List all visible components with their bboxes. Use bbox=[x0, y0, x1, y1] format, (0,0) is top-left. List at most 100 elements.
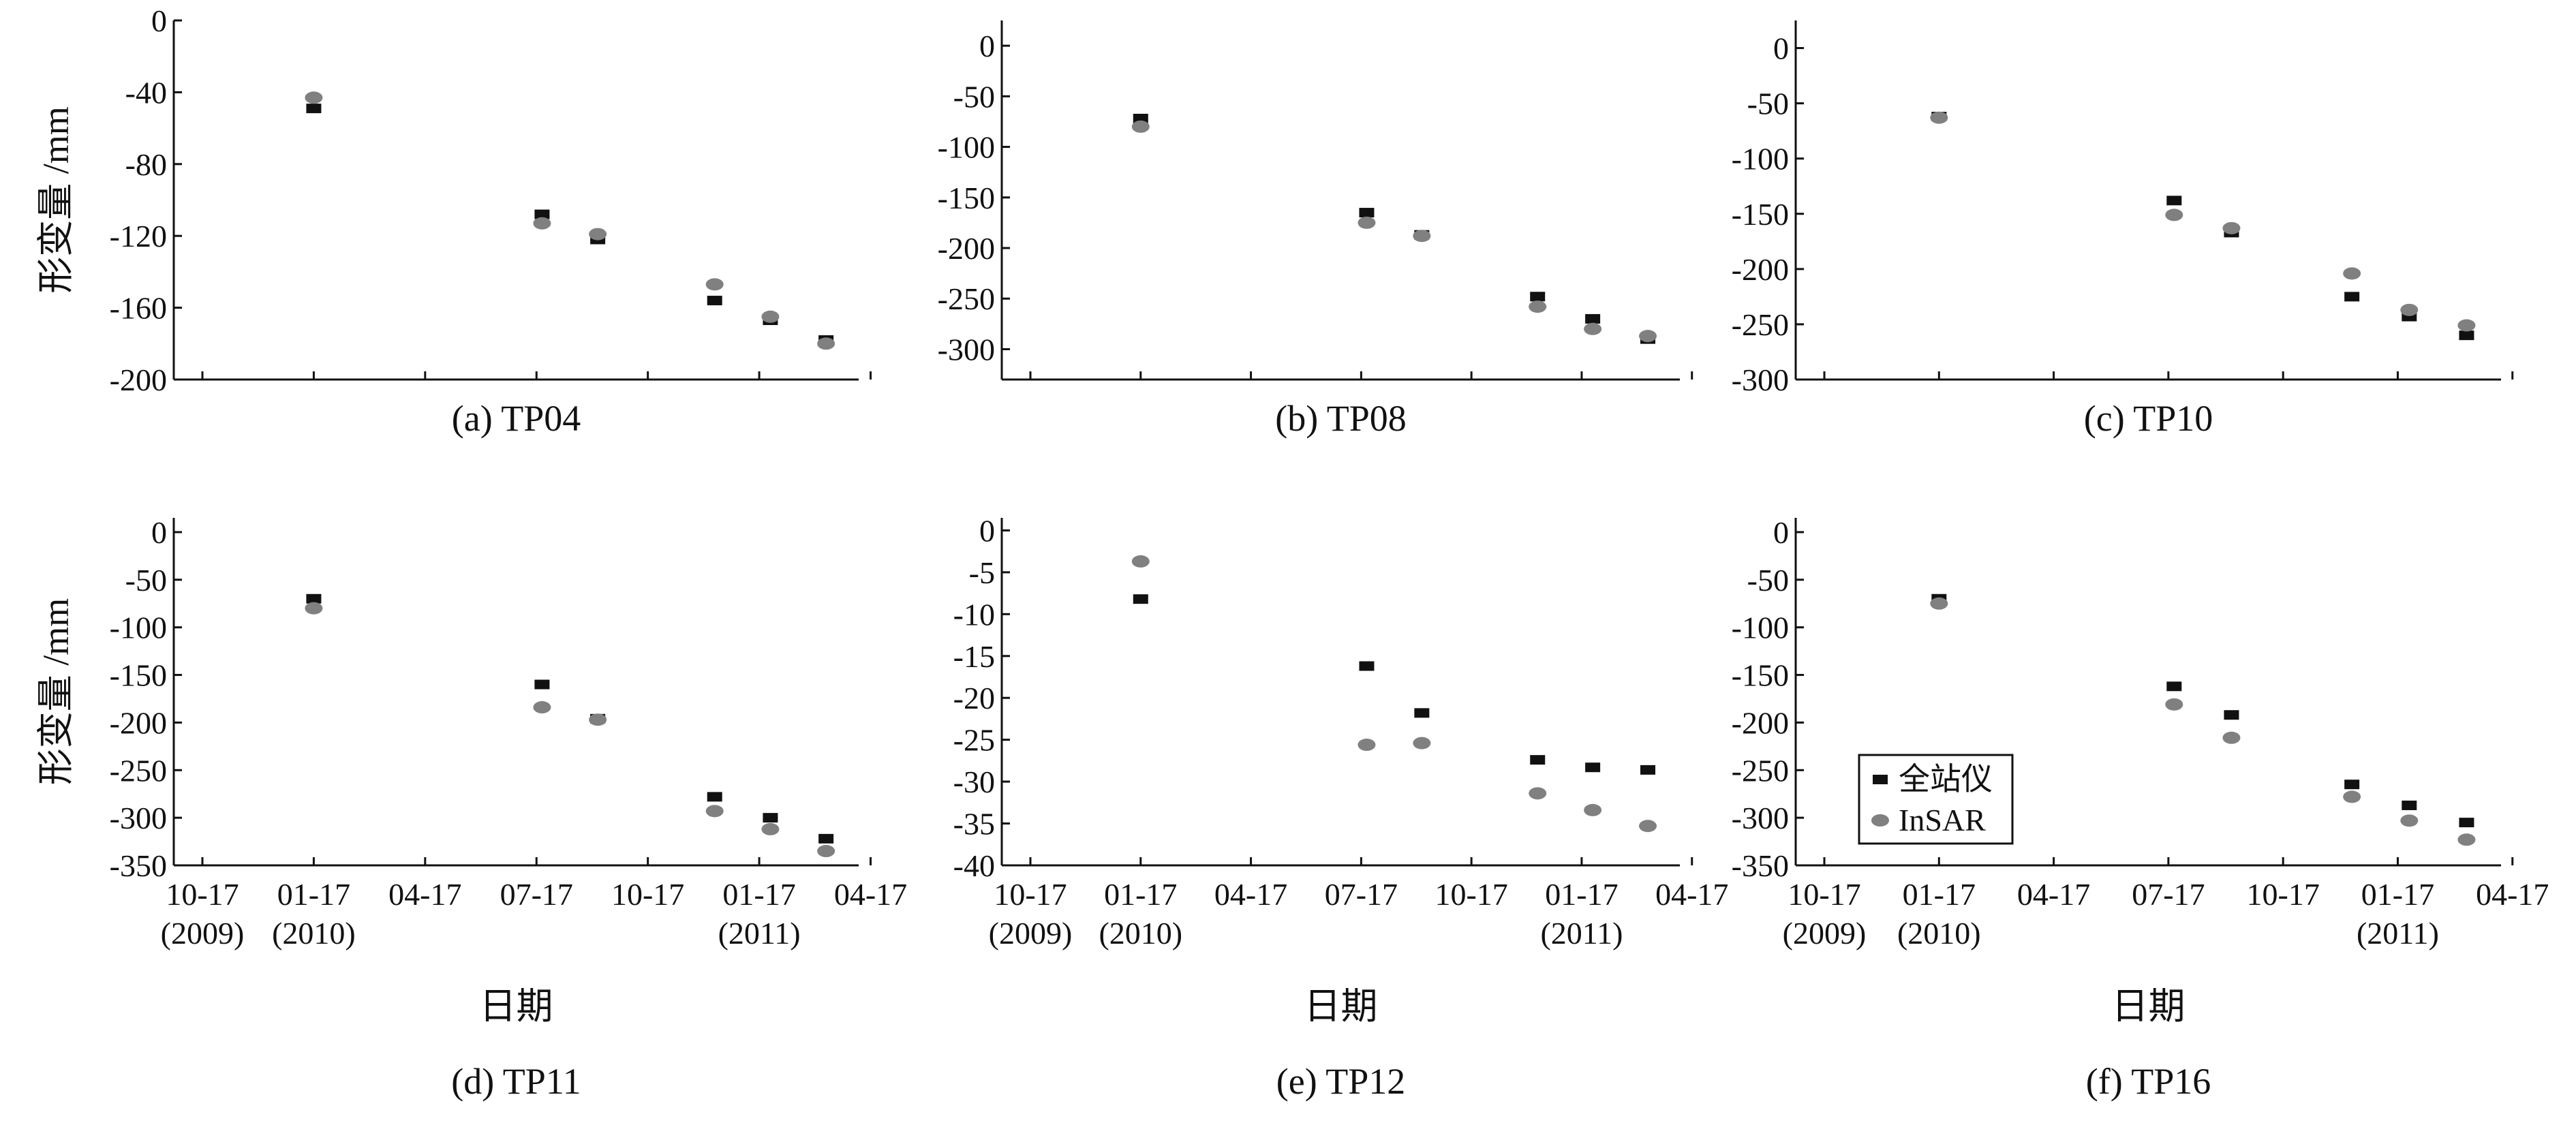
y-tick-label: -300 bbox=[1732, 362, 1789, 397]
point-total-station bbox=[763, 813, 778, 823]
point-insar bbox=[2343, 267, 2361, 280]
point-total-station bbox=[1530, 292, 1546, 302]
y-tick-label: -250 bbox=[110, 753, 167, 788]
y-tick-label: -50 bbox=[1747, 87, 1789, 121]
point-total-station bbox=[2166, 196, 2182, 206]
x-tick-label: 01-17 bbox=[1903, 877, 1976, 912]
y-tick-label: -100 bbox=[1732, 611, 1789, 645]
x-year-label: (2011) bbox=[1540, 916, 1623, 951]
point-insar bbox=[1584, 322, 1602, 335]
y-tick-label: -5 bbox=[969, 555, 995, 590]
y-tick-label: -200 bbox=[110, 705, 167, 740]
y-tick-label: -20 bbox=[953, 681, 995, 715]
y-tick-label: -15 bbox=[953, 639, 995, 674]
x-tick-label: 10-17 bbox=[166, 877, 239, 912]
point-insar bbox=[1529, 300, 1547, 313]
chart-panel-3: 0 -50 -100 -150 -200 -250 -300 (c) TP10 bbox=[1732, 20, 2514, 439]
x-tick-label: 01-17 bbox=[1545, 877, 1618, 912]
point-insar bbox=[817, 337, 835, 350]
x-tick-label: 10-17 bbox=[994, 877, 1067, 912]
y-tick-label: -200 bbox=[110, 362, 167, 397]
y-tick-label: -300 bbox=[110, 801, 167, 835]
point-insar bbox=[761, 822, 780, 835]
y-tick-label: 0 bbox=[979, 29, 995, 63]
point-total-station bbox=[1359, 208, 1375, 218]
y-tick-label: -10 bbox=[953, 597, 995, 632]
y-tick-label: -50 bbox=[125, 563, 167, 598]
x-tick-label: 04-17 bbox=[2476, 877, 2549, 912]
y-tick-label: -350 bbox=[1732, 848, 1789, 883]
point-insar bbox=[1131, 120, 1150, 133]
point-insar bbox=[817, 845, 835, 858]
chart-panel-1: 0 -40 -80 -120 -160 -200 形变量 /mm (a) TP04 bbox=[35, 3, 872, 439]
legend-marker-square bbox=[1873, 775, 1888, 784]
y-tick-label: -160 bbox=[110, 291, 167, 326]
point-insar bbox=[2400, 303, 2419, 316]
y-tick-label: -200 bbox=[1732, 705, 1789, 740]
point-total-station bbox=[1414, 708, 1430, 718]
legend: 全站仪 InSAR bbox=[1858, 754, 2014, 845]
y-tick-label: -30 bbox=[953, 765, 995, 799]
point-total-station bbox=[818, 833, 834, 844]
point-insar bbox=[1930, 111, 1948, 124]
point-insar bbox=[2400, 814, 2419, 827]
x-tick-label: 04-17 bbox=[1214, 877, 1287, 912]
chart-title: (a) TP04 bbox=[452, 398, 581, 439]
point-total-station bbox=[306, 104, 322, 114]
x-tick-label: 01-17 bbox=[2361, 877, 2434, 912]
x-tick-label: 10-17 bbox=[1788, 877, 1860, 912]
x-year-label: (2010) bbox=[1897, 916, 1981, 951]
y-axis-label: 形变量 /mm bbox=[35, 106, 76, 294]
y-tick-label: -150 bbox=[938, 181, 995, 215]
x-tick-label: 04-17 bbox=[388, 877, 461, 912]
point-total-station bbox=[707, 296, 722, 306]
point-insar bbox=[1413, 230, 1431, 243]
y-tick-label: -300 bbox=[938, 332, 995, 367]
y-tick-label: -40 bbox=[953, 848, 995, 883]
point-total-station bbox=[1585, 313, 1601, 324]
y-tick-label: -100 bbox=[110, 611, 167, 645]
x-year-label: (2009) bbox=[161, 916, 245, 951]
chart-panel-2: 0 -50 -100 -150 -200 -250 -300 (b) TP08 bbox=[938, 20, 1693, 439]
point-insar bbox=[533, 217, 551, 230]
y-tick-label: -150 bbox=[110, 658, 167, 693]
point-total-station bbox=[1359, 661, 1375, 671]
chart-title: (b) TP08 bbox=[1275, 398, 1407, 439]
point-total-station bbox=[1133, 594, 1148, 604]
y-tick-label: -200 bbox=[938, 231, 995, 266]
point-total-station bbox=[534, 679, 550, 690]
y-tick-label: -100 bbox=[1732, 142, 1789, 176]
y-tick-label: -50 bbox=[1747, 563, 1789, 598]
point-insar bbox=[1358, 216, 1376, 229]
point-total-station bbox=[2224, 710, 2239, 720]
y-tick-label: 0 bbox=[979, 513, 995, 548]
point-insar bbox=[2222, 221, 2241, 234]
x-axis-label: 日期 bbox=[1304, 986, 1378, 1027]
point-insar bbox=[1529, 787, 1547, 800]
y-tick-label: -250 bbox=[938, 281, 995, 316]
y-tick-label: -200 bbox=[1732, 252, 1789, 287]
x-tick-label: 01-17 bbox=[722, 877, 795, 912]
point-insar bbox=[589, 228, 607, 241]
point-total-station bbox=[2402, 800, 2417, 810]
x-tick-label: 07-17 bbox=[500, 877, 573, 912]
chart-title: (d) TP11 bbox=[451, 1061, 581, 1102]
point-insar bbox=[761, 310, 780, 323]
x-tick-label: 07-17 bbox=[2132, 877, 2205, 912]
point-insar bbox=[1639, 820, 1657, 833]
point-insar bbox=[1930, 597, 1948, 610]
point-total-station bbox=[1640, 765, 1656, 775]
x-tick-label: 10-17 bbox=[611, 877, 684, 912]
point-insar bbox=[2165, 209, 2183, 221]
legend-label: 全站仪 bbox=[1899, 762, 1993, 797]
point-insar bbox=[1131, 555, 1150, 568]
point-insar bbox=[305, 602, 323, 615]
y-tick-label: -350 bbox=[110, 848, 167, 883]
y-tick-label: -35 bbox=[953, 807, 995, 842]
x-tick-label: 04-17 bbox=[834, 877, 907, 912]
point-total-station bbox=[707, 792, 722, 802]
legend-label: InSAR bbox=[1899, 803, 1986, 837]
y-tick-label: -80 bbox=[125, 147, 167, 182]
point-insar bbox=[1639, 330, 1657, 343]
x-tick-label: 01-17 bbox=[1104, 877, 1177, 912]
